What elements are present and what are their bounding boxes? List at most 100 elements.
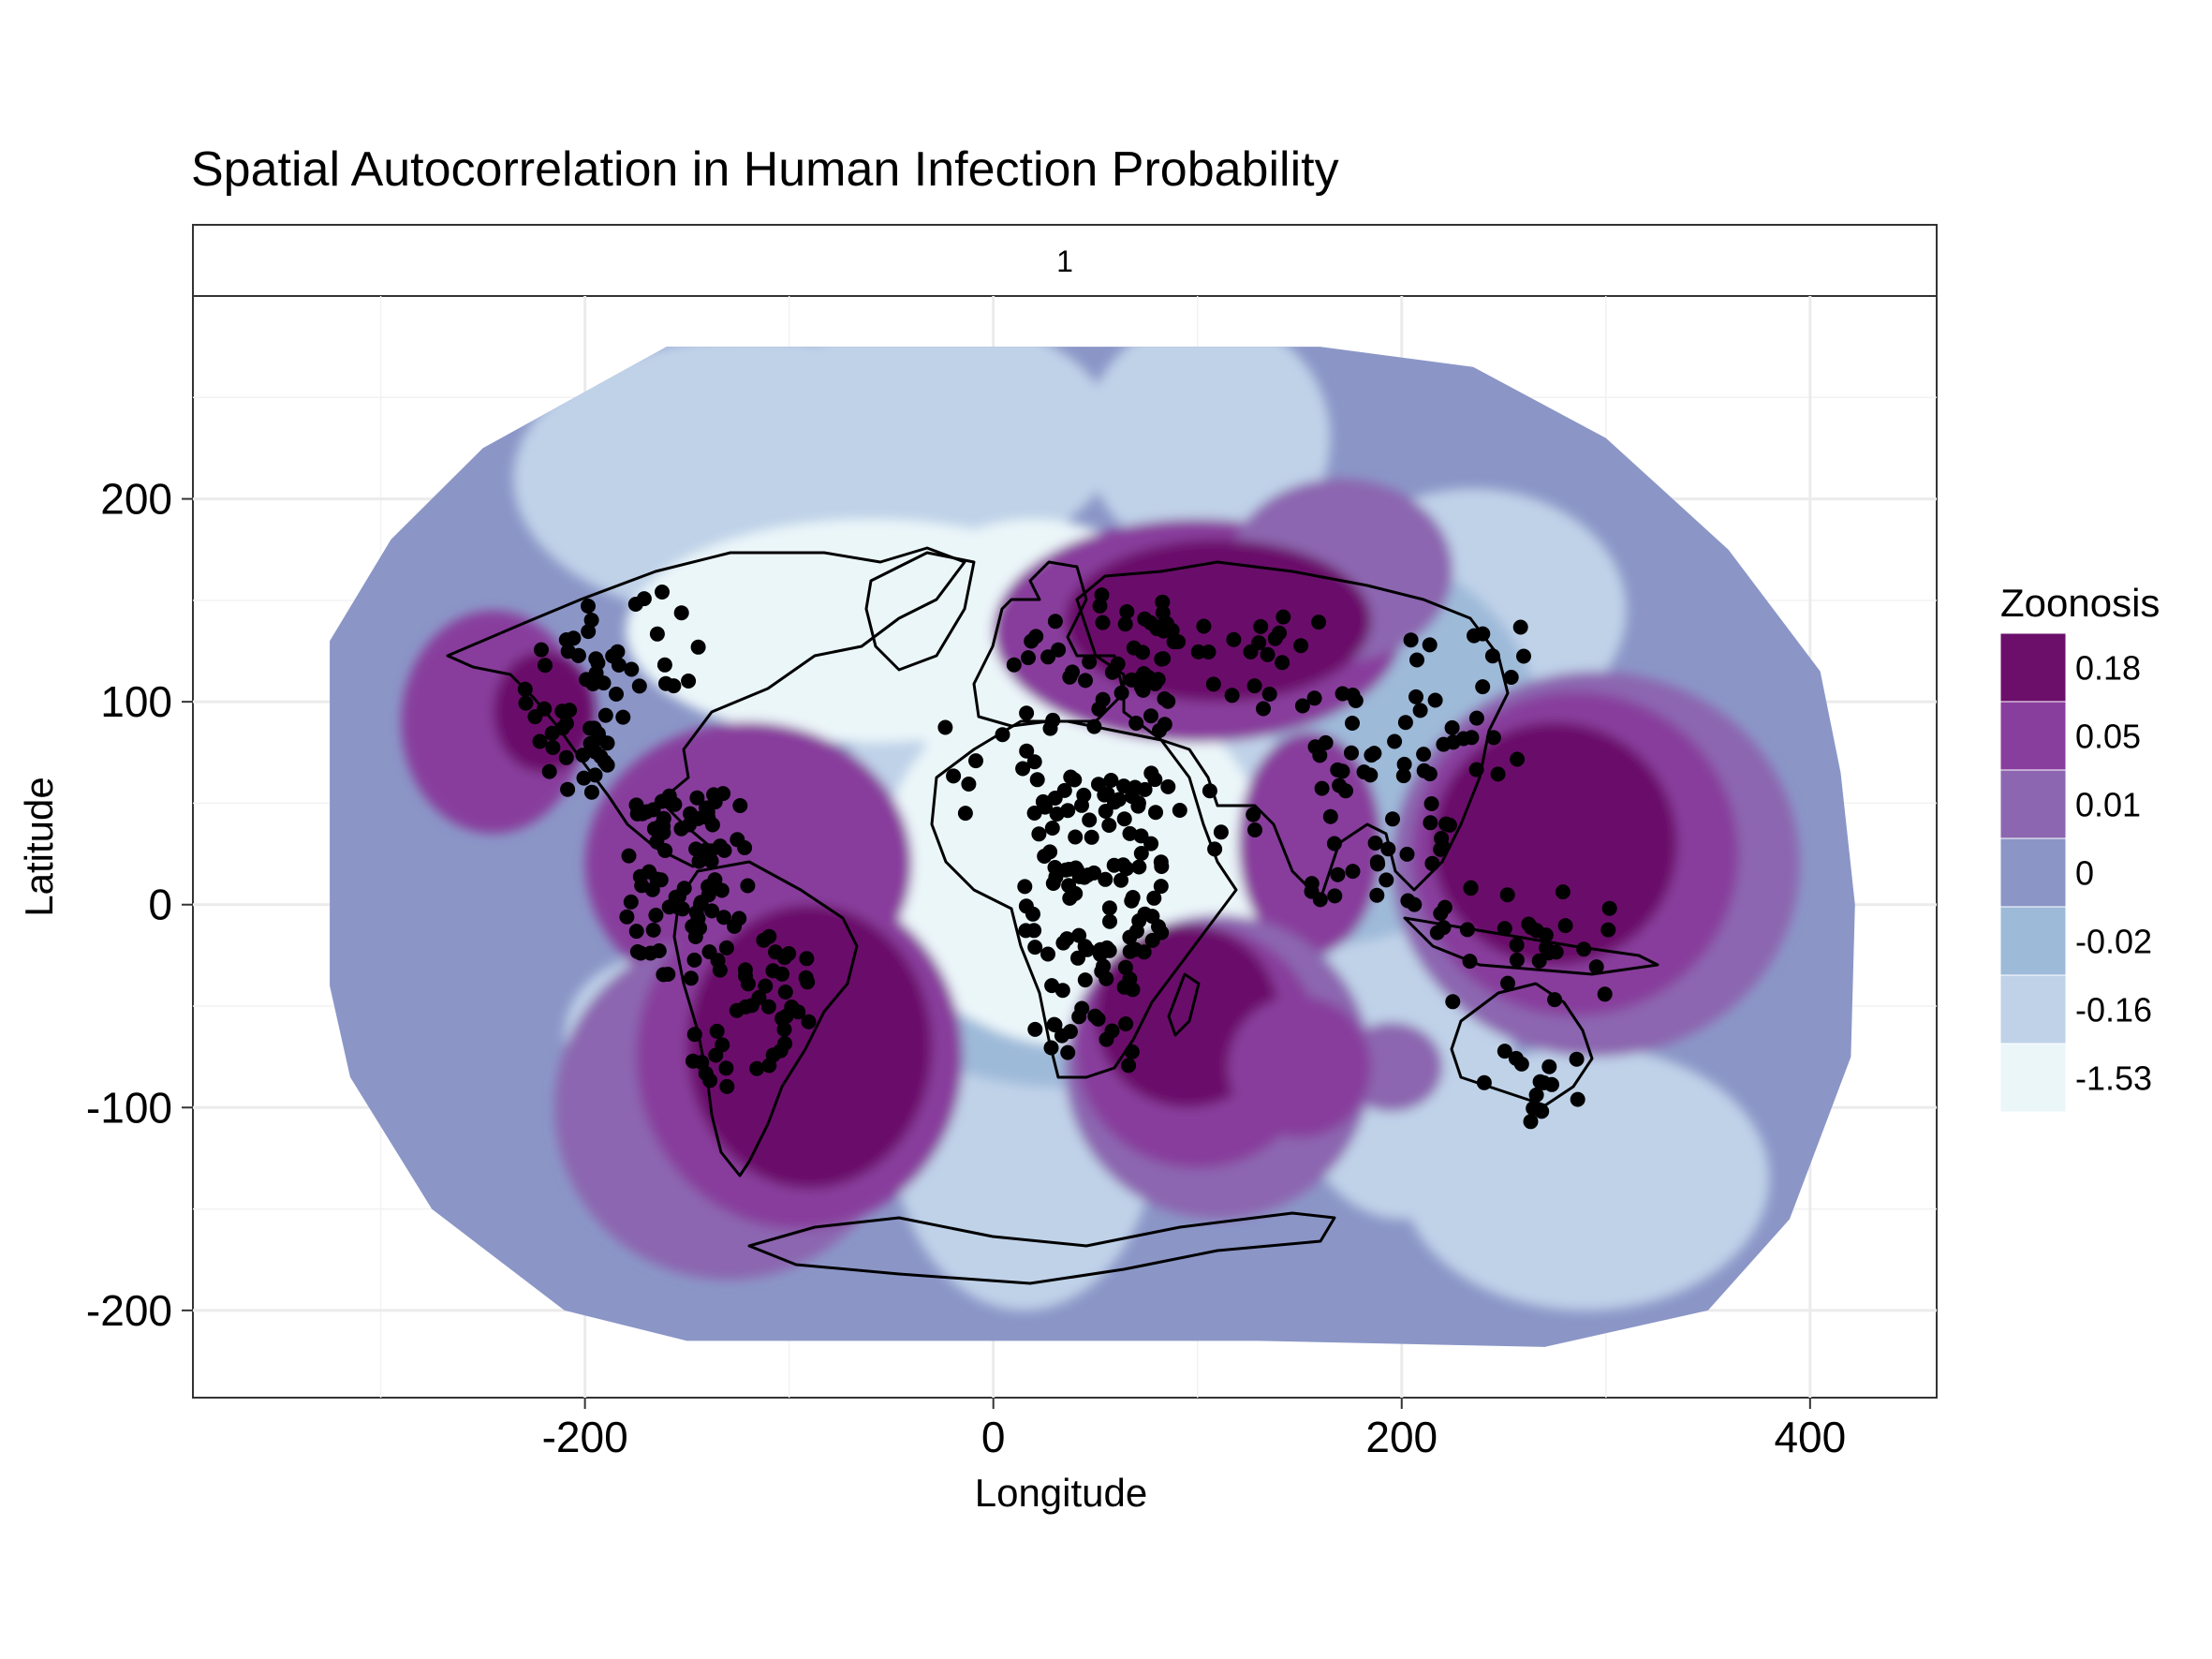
occurrence-point bbox=[1124, 1044, 1140, 1059]
occurrence-point bbox=[689, 790, 705, 806]
occurrence-point bbox=[534, 642, 549, 658]
occurrence-point bbox=[1080, 867, 1096, 883]
occurrence-point bbox=[1160, 693, 1176, 709]
occurrence-point bbox=[623, 894, 639, 910]
occurrence-point bbox=[1128, 941, 1143, 957]
occurrence-point bbox=[636, 591, 652, 607]
occurrence-point bbox=[1490, 766, 1506, 782]
occurrence-point bbox=[1462, 954, 1478, 970]
occurrence-point bbox=[1044, 978, 1060, 994]
madagascar-outline bbox=[1167, 972, 1201, 1037]
y-axis-tick-label: 200 bbox=[100, 475, 172, 524]
occurrence-point bbox=[1516, 648, 1531, 664]
occurrence-point bbox=[1040, 649, 1056, 665]
occurrence-point bbox=[683, 970, 699, 986]
occurrence-point bbox=[1547, 992, 1563, 1008]
occurrence-point bbox=[707, 872, 723, 888]
occurrence-point bbox=[1047, 1017, 1063, 1033]
occurrence-point bbox=[648, 908, 664, 923]
antarctica-outline bbox=[747, 1211, 1336, 1285]
occurrence-point bbox=[1077, 972, 1093, 988]
occurrence-point bbox=[1143, 836, 1159, 852]
occurrence-point bbox=[1065, 664, 1080, 680]
occurrence-point bbox=[1327, 888, 1343, 904]
occurrence-point bbox=[1523, 1114, 1539, 1130]
occurrence-point bbox=[1344, 745, 1359, 761]
occurrence-point bbox=[554, 720, 570, 736]
occurrence-point bbox=[1101, 900, 1117, 916]
occurrence-point bbox=[1113, 685, 1129, 701]
occurrence-point bbox=[1512, 619, 1528, 635]
occurrence-point bbox=[1429, 925, 1445, 941]
occurrence-point bbox=[1256, 701, 1271, 717]
occurrence-point bbox=[590, 655, 606, 671]
occurrence-point bbox=[1307, 739, 1323, 755]
occurrence-point bbox=[691, 853, 707, 869]
occurrence-point bbox=[1306, 690, 1322, 706]
occurrence-point bbox=[1396, 756, 1412, 772]
occurrence-point bbox=[1326, 836, 1342, 852]
occurrence-point bbox=[1423, 815, 1438, 831]
occurrence-point bbox=[686, 1027, 702, 1043]
x-axis-tick-label: 0 bbox=[981, 1413, 1006, 1461]
occurrence-point bbox=[1196, 618, 1212, 634]
occurrence-point bbox=[946, 768, 962, 784]
greenland-outline bbox=[864, 551, 976, 672]
occurrence-point bbox=[581, 624, 597, 640]
occurrence-point bbox=[1143, 615, 1158, 630]
occurrence-point bbox=[704, 903, 720, 919]
occurrence-point bbox=[773, 1043, 789, 1059]
occurrence-point bbox=[1476, 1074, 1492, 1090]
occurrence-point bbox=[1485, 730, 1501, 746]
occurrence-point bbox=[1356, 764, 1372, 780]
occurrence-point bbox=[702, 1073, 718, 1089]
y-axis-title: Latitude bbox=[17, 777, 61, 916]
occurrence-point bbox=[1143, 708, 1158, 724]
occurrence-point bbox=[1077, 939, 1093, 955]
occurrence-point bbox=[1555, 884, 1571, 900]
occurrence-point bbox=[532, 733, 548, 749]
occurrence-point bbox=[1027, 940, 1043, 955]
occurrence-point bbox=[1045, 876, 1061, 891]
occurrence-point bbox=[1207, 841, 1223, 857]
occurrence-point bbox=[560, 781, 576, 797]
occurrence-point bbox=[1397, 715, 1413, 731]
occurrence-point bbox=[1154, 651, 1170, 667]
surface-zone bbox=[748, 347, 1116, 560]
occurrence-point bbox=[1086, 718, 1102, 734]
occurrence-point bbox=[1099, 1031, 1114, 1047]
occurrence-point bbox=[761, 1058, 777, 1074]
occurrence-point bbox=[1260, 646, 1276, 662]
occurrence-point bbox=[1569, 1051, 1585, 1067]
occurrence-point bbox=[1441, 817, 1457, 833]
occurrence-point bbox=[1202, 783, 1217, 799]
occurrence-point bbox=[583, 738, 599, 753]
occurrence-point bbox=[669, 898, 685, 914]
occurrence-point bbox=[1117, 959, 1133, 975]
occurrence-point bbox=[1128, 924, 1144, 939]
legend-key bbox=[1999, 632, 2067, 703]
occurrence-point bbox=[1467, 628, 1482, 644]
legend-key bbox=[1999, 769, 2067, 839]
occurrence-point bbox=[729, 1002, 745, 1018]
occurrence-point bbox=[1416, 747, 1432, 763]
occurrence-point bbox=[1110, 656, 1126, 672]
occurrence-point bbox=[1570, 1091, 1585, 1107]
occurrence-point bbox=[587, 767, 603, 783]
occurrence-point bbox=[1276, 609, 1291, 625]
occurrence-point bbox=[768, 944, 783, 960]
occurrence-point bbox=[1071, 927, 1087, 943]
y-axis-tick-label: -100 bbox=[86, 1083, 172, 1132]
occurrence-point bbox=[709, 1023, 725, 1039]
occurrence-point bbox=[703, 853, 719, 869]
occurrence-point bbox=[576, 770, 592, 786]
occurrence-point bbox=[707, 794, 723, 810]
occurrence-point bbox=[1267, 630, 1283, 646]
occurrence-point bbox=[1019, 743, 1035, 759]
occurrence-point bbox=[1027, 1021, 1043, 1037]
occurrence-point bbox=[658, 675, 673, 691]
occurrence-point bbox=[744, 998, 759, 1014]
occurrence-point bbox=[1557, 918, 1573, 934]
occurrence-point bbox=[1082, 654, 1098, 670]
